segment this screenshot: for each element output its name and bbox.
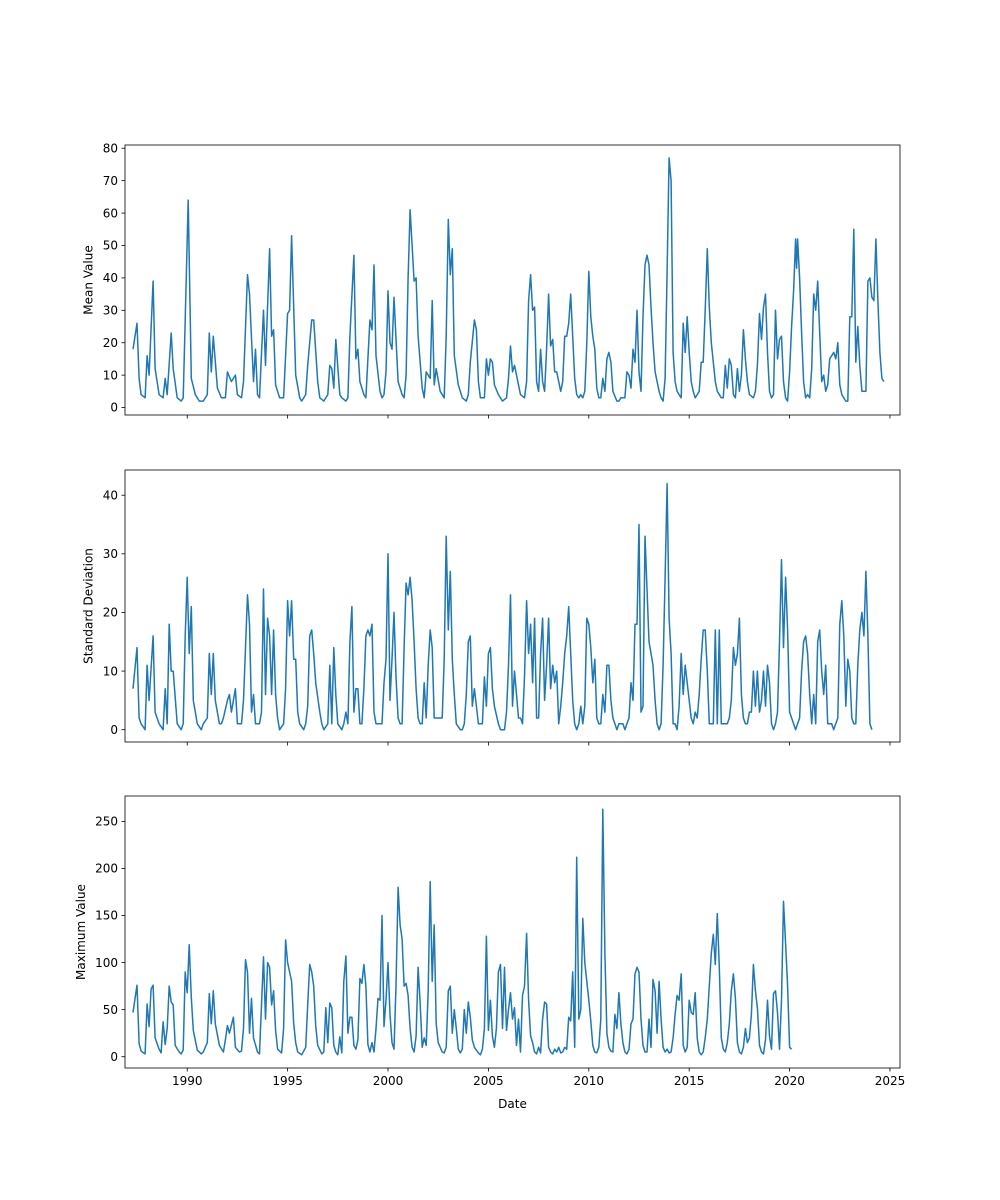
y-tick-label: 70	[103, 174, 118, 188]
y-tick-label: 60	[103, 206, 118, 220]
y-tick-label: 80	[103, 141, 118, 155]
series-line-0	[132, 808, 793, 1056]
x-axis: 1990 1995 2000 2005 2010 2015 2020 2025	[172, 1068, 905, 1088]
series-line-0	[132, 482, 873, 731]
y-tick-label: 50	[103, 1003, 118, 1017]
x-axis-label: Date	[498, 1097, 527, 1111]
x-tick-label: 1990	[172, 1074, 203, 1088]
subplot-maximum-value: 0 50 100 150 200 250 1990 1995 2000 2005 2010 2015…	[74, 795, 905, 1111]
axes-frame	[124, 144, 901, 416]
y-tick-label: 30	[103, 547, 118, 561]
y-tick-label: 40	[103, 271, 118, 285]
plot-area	[124, 144, 901, 416]
y-tick-label: 0	[110, 723, 118, 737]
y-axis: 0 10 20 30 40 50 60 70 80	[103, 141, 125, 415]
subplot-mean-value: 0 10 20 30 40 50 60 70 80 Mean Value	[81, 141, 901, 419]
y-tick-label: 20	[103, 606, 118, 620]
subplot-standard-deviation: 0 10 20 30 40 Standard Deviation	[81, 469, 901, 746]
x-tick-label: 2020	[774, 1074, 805, 1088]
x-tick-label: 2015	[674, 1074, 705, 1088]
x-tick-label: 2010	[574, 1074, 605, 1088]
series-line-0	[132, 157, 885, 402]
y-tick-label: 30	[103, 304, 118, 318]
y-tick-label: 40	[103, 488, 118, 502]
plot-area	[124, 795, 901, 1069]
y-axis-label: Standard Deviation	[81, 548, 95, 664]
x-tick-label: 1995	[272, 1074, 303, 1088]
x-axis	[186, 742, 891, 746]
y-tick-label: 100	[95, 956, 118, 970]
y-axis: 0 10 20 30 40	[103, 488, 125, 737]
y-tick-label: 250	[95, 815, 118, 829]
y-tick-label: 10	[103, 368, 118, 382]
x-axis	[186, 415, 891, 419]
x-tick-label: 2005	[473, 1074, 504, 1088]
y-axis: 0 50 100 150 200 250	[95, 815, 125, 1064]
y-axis-label: Maximum Value	[74, 884, 88, 980]
y-axis-label: Mean Value	[81, 245, 95, 314]
x-tick-label: 2000	[373, 1074, 404, 1088]
y-tick-label: 200	[95, 862, 118, 876]
axes-frame	[124, 795, 901, 1069]
y-tick-label: 10	[103, 664, 118, 678]
axes-frame	[124, 469, 901, 743]
y-tick-label: 50	[103, 239, 118, 253]
y-tick-label: 0	[110, 1050, 118, 1064]
y-tick-label: 150	[95, 909, 118, 923]
y-tick-label: 0	[110, 401, 118, 415]
x-tick-label: 2025	[875, 1074, 906, 1088]
plot-area	[124, 469, 901, 743]
y-tick-label: 20	[103, 336, 118, 350]
